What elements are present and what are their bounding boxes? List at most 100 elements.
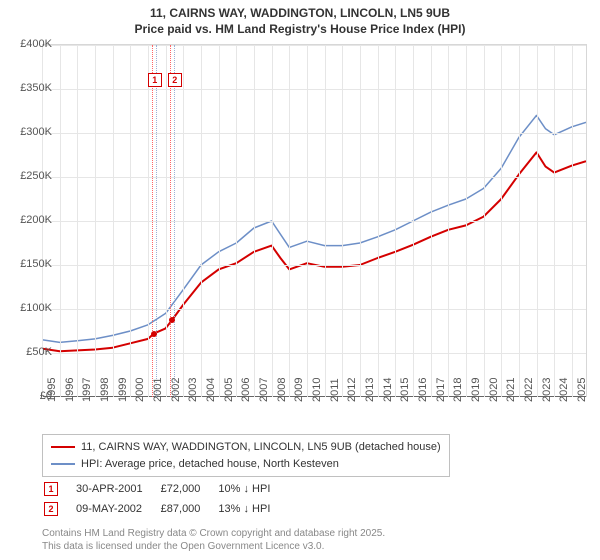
gridline-v [307,45,308,397]
gridline-v [95,45,96,397]
x-tick-label: 2019 [470,378,482,402]
gridline-h [42,133,586,134]
x-tick-label: 2000 [134,378,146,402]
x-tick-label: 2008 [276,378,288,402]
gridline-v [183,45,184,397]
x-tick-label: 2021 [505,378,517,402]
x-tick-label: 2018 [452,378,464,402]
gridline-v [219,45,220,397]
gridline-v [554,45,555,397]
gridline-v [466,45,467,397]
sale-delta: 10% ↓ HPI [218,480,286,498]
gridline-h [42,221,586,222]
x-tick-label: 1995 [46,378,58,402]
y-tick-label: £200K [20,214,52,226]
x-tick-label: 1996 [64,378,76,402]
legend-swatch [51,446,75,448]
x-tick-label: 2017 [435,378,447,402]
x-tick-label: 2012 [346,378,358,402]
x-tick-label: 2023 [541,378,553,402]
table-row: 2 09-MAY-2002£87,00013% ↓ HPI [44,500,286,518]
gridline-v [325,45,326,397]
y-tick-label: £100K [20,302,52,314]
x-tick-label: 2011 [329,378,341,402]
sales-table: 1 30-APR-2001£72,00010% ↓ HPI 2 09-MAY-2002… [42,478,288,520]
x-tick-label: 1997 [81,378,93,402]
title-line-1: 11, CAIRNS WAY, WADDINGTON, LINCOLN, LN5… [0,6,600,22]
gridline-v [201,45,202,397]
x-tick-label: 1999 [117,378,129,402]
x-tick-label: 2014 [382,378,394,402]
series-property [42,152,586,351]
legend-label: 11, CAIRNS WAY, WADDINGTON, LINCOLN, LN5… [81,439,441,456]
gridline-v [113,45,114,397]
gridline-v [60,45,61,397]
x-tick-label: 2024 [558,378,570,402]
x-tick-label: 1998 [99,378,111,402]
gridline-v [378,45,379,397]
marker-box: 2 [44,502,58,516]
x-tick-label: 2010 [311,378,323,402]
marker-box: 1 [44,482,58,496]
sale-delta: 13% ↓ HPI [218,500,286,518]
gridline-v [413,45,414,397]
legend-swatch [51,463,75,465]
gridline-h [42,45,586,46]
y-tick-label: £150K [20,258,52,270]
gridline-h [42,309,586,310]
x-tick-label: 2005 [223,378,235,402]
marker-box: 1 [148,73,162,87]
x-tick-label: 2007 [258,378,270,402]
title-block: 11, CAIRNS WAY, WADDINGTON, LINCOLN, LN5… [0,0,600,37]
gridline-v [254,45,255,397]
x-tick-label: 2022 [523,378,535,402]
x-tick-label: 2006 [240,378,252,402]
legend-row: 11, CAIRNS WAY, WADDINGTON, LINCOLN, LN5… [51,439,441,456]
x-tick-label: 2001 [152,378,164,402]
y-tick-label: £250K [20,170,52,182]
y-tick-label: £50K [26,346,52,358]
gridline-v [289,45,290,397]
footnote-line-1: Contains HM Land Registry data © Crown c… [42,528,385,541]
y-tick-label: £350K [20,82,52,94]
gridline-v [342,45,343,397]
y-tick-label: £300K [20,126,52,138]
x-tick-label: 2009 [293,378,305,402]
gridline-v [519,45,520,397]
y-tick-label: £400K [20,38,52,50]
gridline-h [42,177,586,178]
legend-row: HPI: Average price, detached house, Nort… [51,456,441,473]
gridline-v [448,45,449,397]
gridline-v [166,45,167,397]
gridline-h [42,265,586,266]
title-line-2: Price paid vs. HM Land Registry's House … [0,22,600,38]
marker-box: 2 [168,73,182,87]
sale-date: 09-MAY-2002 [76,500,159,518]
footnote: Contains HM Land Registry data © Crown c… [42,528,385,553]
chart-area: 12 [42,44,587,397]
x-tick-label: 2013 [364,378,376,402]
x-tick-label: 2016 [417,378,429,402]
gridline-v [77,45,78,397]
x-tick-label: 2004 [205,378,217,402]
footnote-line-2: This data is licensed under the Open Gov… [42,541,385,554]
gridline-v [360,45,361,397]
x-tick-label: 2003 [187,378,199,402]
gridline-v [537,45,538,397]
x-tick-label: 2025 [576,378,588,402]
gridline-v [272,45,273,397]
sale-point-dot [151,331,157,337]
chart-container: 11, CAIRNS WAY, WADDINGTON, LINCOLN, LN5… [0,0,600,560]
sale-price: £87,000 [161,500,217,518]
x-tick-label: 2002 [170,378,182,402]
gridline-h [42,353,586,354]
gridline-v [148,45,149,397]
gridline-v [236,45,237,397]
gridline-h [42,89,586,90]
sale-point-dot [169,317,175,323]
sale-date: 30-APR-2001 [76,480,159,498]
gridline-v [130,45,131,397]
gridline-v [572,45,573,397]
marker-box-row: 12 [148,73,182,87]
sale-price: £72,000 [161,480,217,498]
